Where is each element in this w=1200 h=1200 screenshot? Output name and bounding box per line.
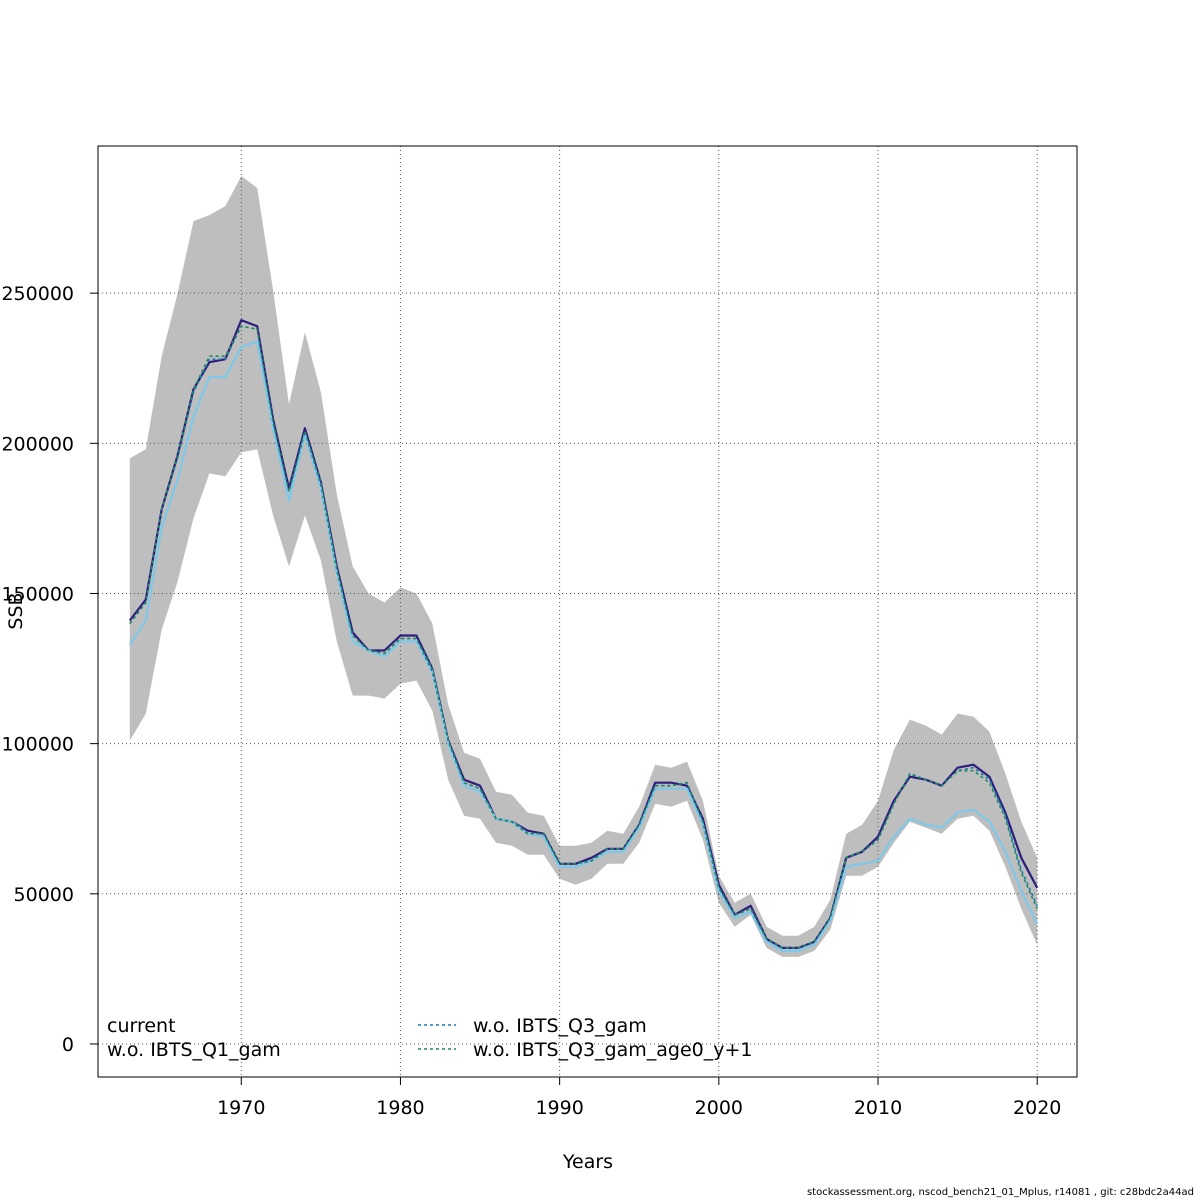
y-tick-label: 200000 xyxy=(1,433,74,455)
y-tick-label: 150000 xyxy=(1,583,74,605)
y-tick-label: 250000 xyxy=(1,283,74,305)
y-tick-label: 0 xyxy=(62,1034,74,1056)
x-tick-label: 2000 xyxy=(695,1097,743,1119)
series-layer xyxy=(128,319,1039,953)
series-line-1 xyxy=(128,340,1039,953)
confidence-band xyxy=(129,176,1038,957)
x-axis-title: Years xyxy=(562,1151,613,1173)
legend-label-1: w.o. IBTS_Q1_gam xyxy=(107,1039,281,1061)
x-tick-label: 1970 xyxy=(217,1097,265,1119)
y-axis: 0 50000 100000 150000 200000 250000 xyxy=(1,283,98,1056)
y-axis-title: SSB xyxy=(5,592,27,629)
x-tick-label: 1980 xyxy=(376,1097,424,1119)
footer-credit: stockassessment.org, nscod_bench21_01_Mp… xyxy=(806,1187,1194,1198)
confidence-band-layer xyxy=(129,176,1038,957)
x-tick-label: 1990 xyxy=(535,1097,583,1119)
x-axis: 1970 1980 1990 2000 2010 2020 xyxy=(217,1077,1061,1119)
legend-label-2: w.o. IBTS_Q3_gam xyxy=(473,1015,647,1037)
legend-label-3: w.o. IBTS_Q3_gam_age0_y+1 xyxy=(473,1039,753,1061)
legend-label-0: current xyxy=(107,1015,176,1037)
y-tick-label: 50000 xyxy=(14,884,74,906)
x-tick-label: 2010 xyxy=(854,1097,902,1119)
y-tick-label: 100000 xyxy=(1,734,74,756)
x-tick-label: 2020 xyxy=(1013,1097,1061,1119)
plot-frame xyxy=(97,145,1078,1078)
